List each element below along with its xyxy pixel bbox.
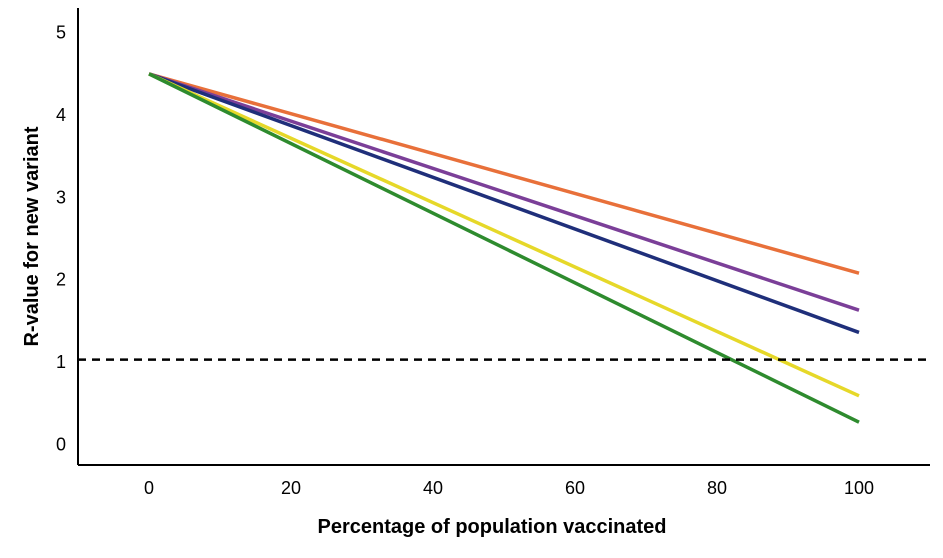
x-tick-label: 40 (423, 478, 443, 498)
y-axis-ticks: 0 1 2 3 4 5 (56, 23, 66, 455)
series-line-2 (148, 72, 860, 312)
series-line-3 (148, 72, 860, 335)
y-tick-label: 0 (56, 434, 66, 454)
y-tick-label: 2 (56, 270, 66, 290)
x-tick-label: 20 (281, 478, 301, 498)
x-tick-label: 0 (144, 478, 154, 498)
series-line-4 (148, 72, 860, 398)
y-tick-label: 4 (56, 105, 66, 125)
x-axis-title: Percentage of population vaccinated (318, 516, 667, 538)
x-axis-ticks: 0 20 40 60 80 100 (144, 478, 874, 498)
y-tick-label: 3 (56, 187, 66, 207)
y-tick-label: 1 (56, 352, 66, 372)
series-line-5 (148, 72, 860, 424)
x-tick-label: 60 (565, 478, 585, 498)
y-tick-label: 5 (56, 23, 66, 43)
plot-lines (148, 72, 860, 424)
x-tick-label: 100 (844, 478, 874, 498)
x-tick-label: 80 (707, 478, 727, 498)
y-axis-title: R-value for new variant (21, 126, 43, 346)
series-line-1 (148, 72, 860, 275)
